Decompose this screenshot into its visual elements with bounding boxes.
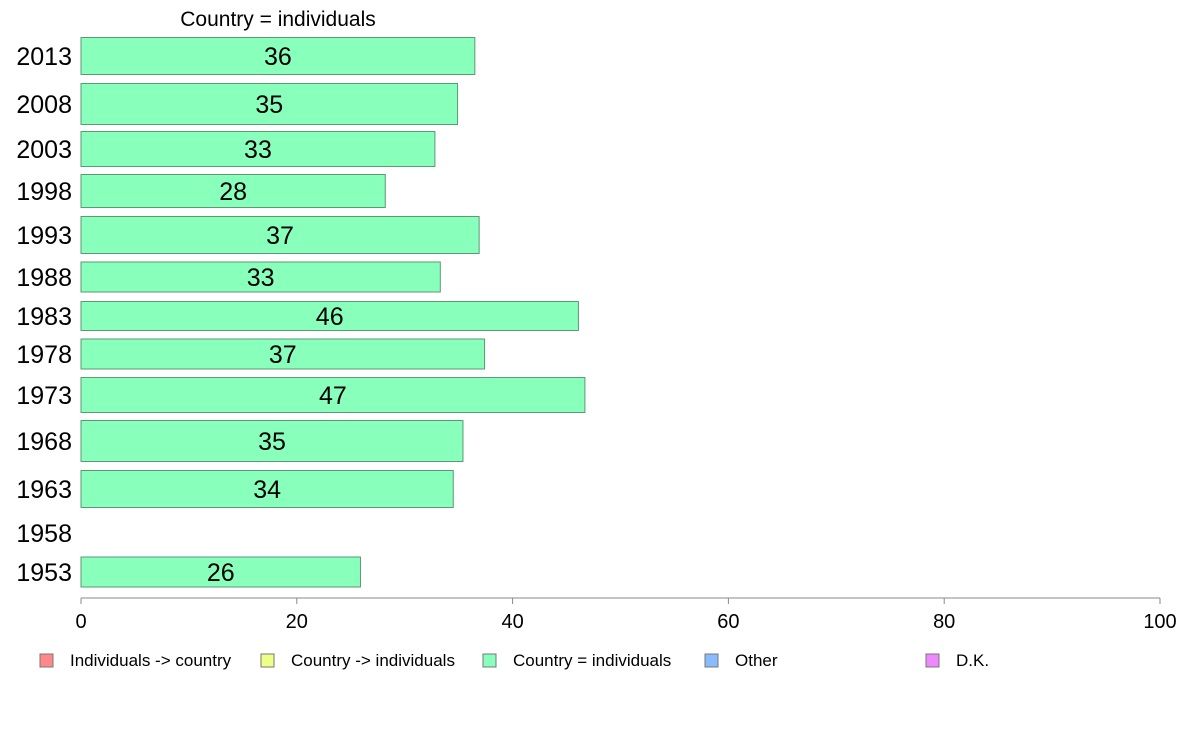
bar-value-label: 35 bbox=[255, 91, 283, 119]
bars-group: 2013 36 2008 35 2003 33 1998 28 1993 37 1988 33 1983… bbox=[16, 38, 585, 588]
bar-value-label: 36 bbox=[264, 43, 292, 71]
legend-label: D.K. bbox=[956, 651, 989, 670]
legend-swatch bbox=[483, 654, 496, 667]
bar-value-label: 28 bbox=[219, 178, 247, 206]
legend-label: Country -> individuals bbox=[291, 651, 455, 670]
x-tick-label: 60 bbox=[717, 611, 739, 633]
chart: Country = individuals 201336200835200333… bbox=[0, 0, 1188, 736]
x-tick-label: 100 bbox=[1143, 611, 1176, 633]
legend-swatch bbox=[261, 654, 274, 667]
x-axis: 0 20 40 60 80 100 bbox=[75, 598, 1176, 633]
category-label: 1958 bbox=[16, 520, 72, 548]
bar-value-label: 26 bbox=[207, 559, 235, 587]
category-label: 1993 bbox=[16, 222, 72, 250]
category-label: 2013 bbox=[16, 43, 72, 71]
category-label: 1963 bbox=[16, 476, 72, 504]
legend-swatch bbox=[40, 654, 53, 667]
legend: Individuals -> country Country -> individ… bbox=[40, 651, 989, 670]
category-label: 1953 bbox=[16, 559, 72, 587]
bar-value-label: 33 bbox=[244, 136, 272, 164]
chart-title: Country = individuals bbox=[180, 8, 376, 31]
bar-value-label: 47 bbox=[319, 382, 347, 410]
category-label: 1988 bbox=[16, 264, 72, 292]
x-tick-label: 20 bbox=[286, 611, 308, 633]
legend-swatch bbox=[705, 654, 718, 667]
x-tick-label: 0 bbox=[75, 611, 86, 633]
bar-value-label: 33 bbox=[247, 264, 275, 292]
category-label: 1998 bbox=[16, 178, 72, 206]
legend-label: Other bbox=[735, 651, 778, 670]
legend-swatch bbox=[926, 654, 939, 667]
x-tick-label: 40 bbox=[501, 611, 523, 633]
bar-value-label: 46 bbox=[316, 303, 344, 331]
bar-value-label: 37 bbox=[266, 222, 294, 250]
category-label: 1968 bbox=[16, 428, 72, 456]
legend-label: Country = individuals bbox=[513, 651, 671, 670]
category-label: 1973 bbox=[16, 382, 72, 410]
bar-value-label: 35 bbox=[258, 428, 286, 456]
x-tick-label: 80 bbox=[933, 611, 955, 633]
legend-label: Individuals -> country bbox=[70, 651, 232, 670]
category-label: 2003 bbox=[16, 136, 72, 164]
bar-value-label: 37 bbox=[269, 341, 297, 369]
category-label: 2008 bbox=[16, 91, 72, 119]
category-label: 1978 bbox=[16, 341, 72, 369]
category-label: 1983 bbox=[16, 303, 72, 331]
bar-value-label: 34 bbox=[253, 476, 281, 504]
